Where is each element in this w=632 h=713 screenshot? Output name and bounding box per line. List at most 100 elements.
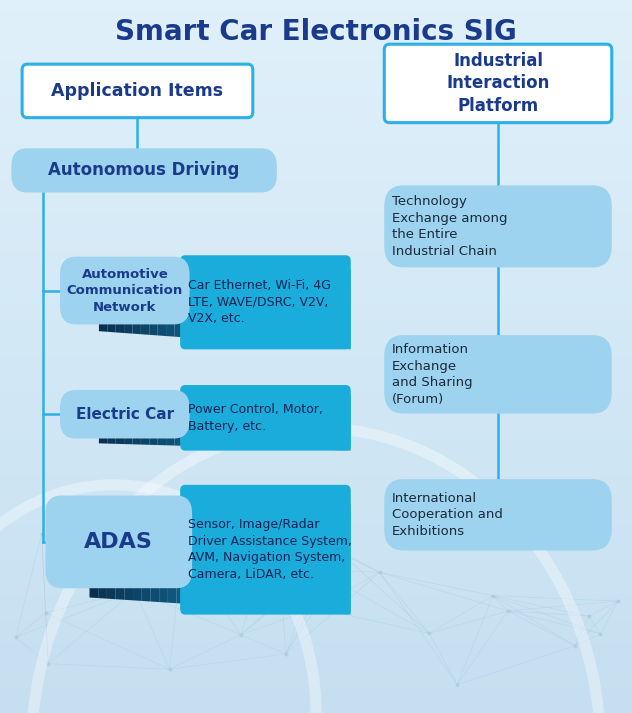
Polygon shape [166, 287, 174, 337]
Polygon shape [200, 407, 208, 446]
Bar [0, 237, 632, 250]
Polygon shape [157, 287, 166, 336]
Bar [0, 356, 632, 369]
Text: Technology
Exchange among
the Entire
Industrial Chain: Technology Exchange among the Entire Ind… [392, 195, 507, 257]
Bar [0, 463, 632, 476]
Polygon shape [309, 272, 317, 347]
Polygon shape [90, 545, 98, 598]
Bar [0, 83, 632, 95]
Bar [0, 654, 632, 665]
Polygon shape [264, 517, 272, 610]
Bar [0, 250, 632, 262]
Bar [0, 166, 632, 178]
FancyBboxPatch shape [384, 335, 612, 414]
Polygon shape [216, 406, 225, 447]
Text: Sensor, Image/Radar
Driver Assistance System,
AVM, Navigation System,
Camera, Li: Sensor, Image/Radar Driver Assistance Sy… [188, 518, 351, 581]
Bar [0, 130, 632, 143]
Polygon shape [333, 506, 342, 614]
Text: Autonomous Driving: Autonomous Driving [49, 161, 240, 180]
Polygon shape [98, 544, 107, 599]
Bar [0, 642, 632, 654]
Polygon shape [343, 270, 351, 349]
Bar [0, 487, 632, 499]
Polygon shape [334, 396, 343, 451]
Polygon shape [166, 410, 174, 446]
Polygon shape [220, 524, 229, 607]
Polygon shape [298, 511, 307, 612]
Polygon shape [133, 538, 142, 601]
Bar [0, 202, 632, 214]
FancyBboxPatch shape [11, 148, 277, 193]
Polygon shape [107, 292, 116, 332]
Polygon shape [275, 276, 284, 344]
Polygon shape [229, 523, 238, 607]
Polygon shape [159, 534, 168, 602]
Bar [0, 665, 632, 677]
Bar [0, 547, 632, 558]
Bar [0, 499, 632, 511]
Polygon shape [233, 280, 241, 342]
Polygon shape [309, 398, 317, 450]
Text: Smart Car Electronics SIG: Smart Car Electronics SIG [115, 18, 517, 46]
Polygon shape [290, 513, 298, 611]
Polygon shape [107, 415, 116, 443]
Bar [0, 155, 632, 166]
Polygon shape [124, 291, 133, 334]
Bar [0, 404, 632, 416]
Bar [0, 0, 632, 12]
Text: Application Items: Application Items [51, 82, 224, 100]
Text: ADAS: ADAS [85, 532, 153, 552]
Text: Information
Exchange
and Sharing
(Forum): Information Exchange and Sharing (Forum) [392, 343, 473, 406]
Polygon shape [168, 533, 176, 603]
FancyBboxPatch shape [384, 479, 612, 550]
Bar [0, 178, 632, 190]
Polygon shape [292, 399, 300, 449]
Bar [0, 107, 632, 119]
Bar [0, 618, 632, 630]
Polygon shape [99, 416, 107, 443]
Bar [0, 273, 632, 285]
Polygon shape [185, 530, 194, 605]
Polygon shape [342, 504, 351, 615]
Polygon shape [307, 510, 316, 612]
Polygon shape [284, 275, 292, 345]
Polygon shape [300, 399, 309, 449]
Bar [0, 677, 632, 689]
Polygon shape [183, 285, 191, 338]
Polygon shape [334, 270, 343, 349]
Bar [0, 119, 632, 130]
FancyBboxPatch shape [60, 257, 190, 324]
Bar [0, 535, 632, 547]
Polygon shape [241, 404, 250, 448]
Polygon shape [194, 528, 203, 605]
Bar [0, 369, 632, 380]
Polygon shape [200, 283, 208, 339]
Text: International
Cooperation and
Exhibitions: International Cooperation and Exhibition… [392, 492, 502, 538]
Bar [0, 321, 632, 333]
Bar [0, 689, 632, 701]
Text: Industrial
Interaction
Platform: Industrial Interaction Platform [446, 51, 550, 116]
Bar [0, 440, 632, 451]
Polygon shape [284, 400, 292, 449]
Bar [0, 570, 632, 583]
Bar [0, 190, 632, 202]
Polygon shape [241, 279, 250, 342]
Bar [0, 701, 632, 713]
Bar [0, 583, 632, 594]
Polygon shape [317, 272, 325, 347]
Text: Electric Car: Electric Car [76, 406, 174, 422]
Polygon shape [157, 411, 166, 446]
Polygon shape [208, 282, 216, 339]
Bar [0, 344, 632, 356]
Polygon shape [258, 277, 267, 343]
Polygon shape [250, 403, 258, 448]
Bar [0, 558, 632, 570]
Polygon shape [125, 540, 133, 600]
Polygon shape [246, 520, 255, 608]
FancyBboxPatch shape [180, 385, 351, 451]
Polygon shape [275, 401, 284, 448]
Polygon shape [238, 521, 246, 607]
Polygon shape [183, 409, 191, 446]
Bar [0, 451, 632, 463]
Polygon shape [208, 406, 216, 447]
